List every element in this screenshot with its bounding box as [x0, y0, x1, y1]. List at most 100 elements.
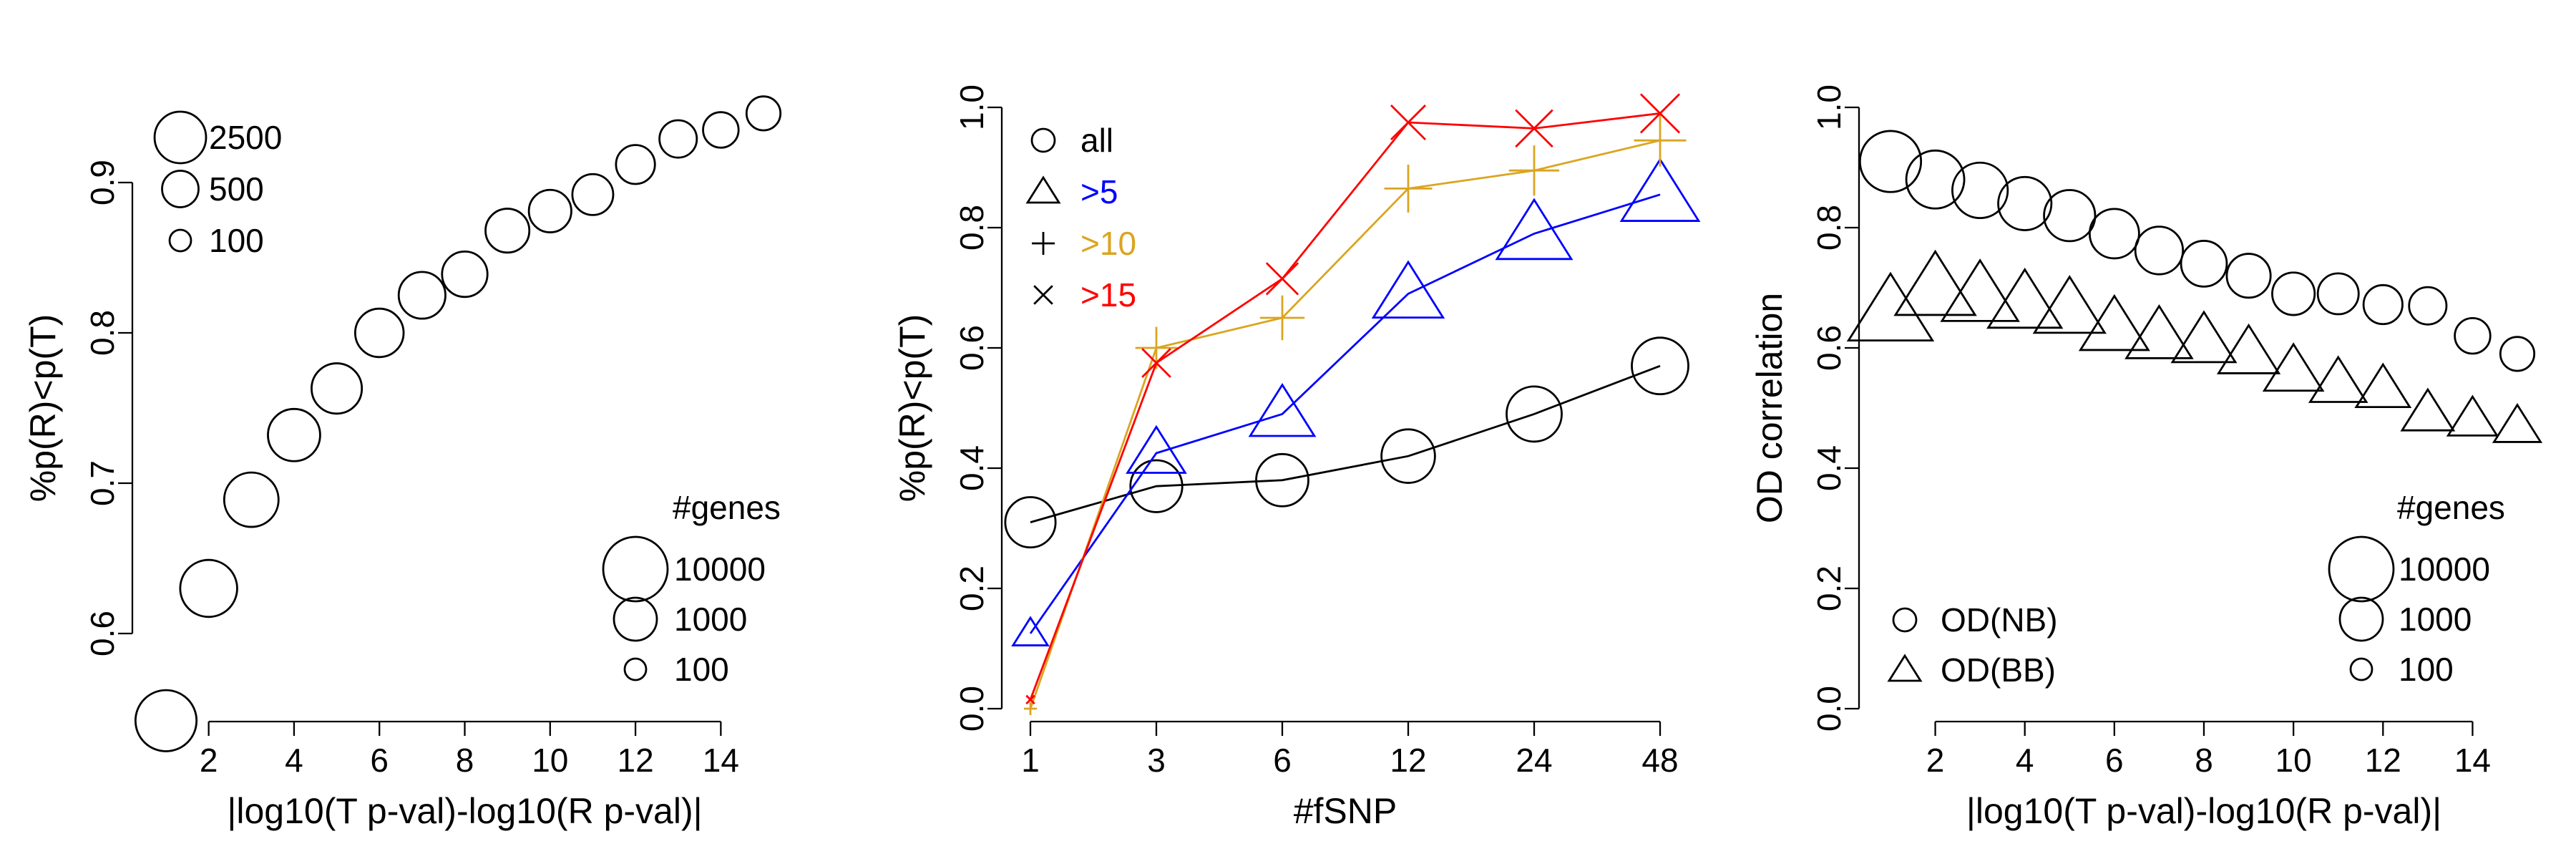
data-point — [1997, 175, 2053, 231]
data-point — [223, 471, 280, 528]
legend-label: 100 — [2399, 651, 2454, 688]
legend-label: 1000 — [674, 601, 747, 638]
panel-3-series-circle-points — [1858, 130, 2536, 372]
data-point — [1639, 93, 1681, 134]
data-point — [2088, 208, 2140, 260]
panel-1-x-tick-label: 12 — [617, 742, 653, 779]
data-point — [2216, 323, 2281, 374]
data-point — [745, 95, 782, 132]
data-point — [1141, 348, 1171, 378]
data-point — [2170, 310, 2238, 364]
data-point — [1951, 161, 2009, 220]
legend-label: 100 — [209, 222, 264, 259]
data-point — [1940, 258, 2020, 322]
data-point — [1508, 145, 1560, 196]
legend-label: 2500 — [209, 119, 282, 156]
data-point — [1023, 702, 1038, 716]
panel-2-x-tick-label: 48 — [1641, 742, 1678, 779]
panel-2-y-tick-label: 0.8 — [953, 205, 990, 251]
series-10-group — [1023, 114, 1687, 716]
panel-3-y-tick-label: 0.0 — [1810, 686, 1848, 732]
panel-1-y-tick-label: 0.8 — [84, 310, 121, 356]
panel-2-x-axis-title: #fSNP — [1294, 791, 1397, 831]
data-point — [441, 250, 489, 299]
panel-1-series-points — [134, 95, 782, 752]
legend-label: >10 — [1080, 225, 1136, 262]
legend-label: all — [1080, 122, 1113, 159]
data-point — [2134, 225, 2185, 276]
panel-1-x-tick-label: 6 — [370, 742, 389, 779]
data-point — [615, 144, 656, 185]
data-point — [2400, 387, 2456, 432]
data-point — [1506, 385, 1563, 443]
data-point — [1515, 109, 1553, 148]
data-point — [2180, 240, 2228, 288]
data-point — [1384, 164, 1433, 213]
panel-2-x-tick-label: 6 — [1273, 742, 1292, 779]
data-point — [1390, 105, 1426, 140]
panel-1-y-tick-label: 0.7 — [84, 460, 121, 506]
panel-3-x-tick-label: 14 — [2454, 742, 2491, 779]
legend-marker — [602, 535, 669, 603]
legend-label: >15 — [1080, 276, 1136, 314]
series-all-group — [1004, 336, 1689, 549]
panel-2-y-tick-label: 0.0 — [953, 686, 990, 732]
panel-2-x-tick-label: 1 — [1021, 742, 1040, 779]
data-point — [179, 558, 238, 618]
series-15-group — [1025, 93, 1681, 705]
panel-1-x-tick-label: 10 — [532, 742, 568, 779]
panel-1-y-tick-label: 0.6 — [84, 611, 121, 656]
panel-1-x-tick-label: 8 — [456, 742, 474, 779]
legend-label: 10000 — [2399, 550, 2490, 588]
data-point — [1858, 130, 1923, 193]
data-point — [1004, 496, 1057, 549]
panel-3-x-tick-label: 4 — [2016, 742, 2034, 779]
panel-3-x-tick-label: 10 — [2275, 742, 2312, 779]
data-point — [2408, 286, 2448, 326]
series-line — [1030, 364, 1661, 523]
legend-marker — [161, 170, 200, 208]
data-point — [2499, 336, 2536, 372]
data-point — [1265, 262, 1299, 296]
panel-2-y-tick-label: 0.6 — [953, 325, 990, 371]
data-point — [1126, 424, 1187, 474]
data-point — [2354, 362, 2412, 409]
legend-marker — [2349, 657, 2373, 681]
data-point — [2308, 355, 2368, 403]
legend-marker — [1033, 285, 1053, 305]
panel-2-y-tick-label: 1.0 — [953, 84, 990, 130]
legend-marker — [1887, 654, 1923, 682]
legend-label: 500 — [209, 170, 264, 208]
panel-1-x-tick-label: 4 — [285, 742, 303, 779]
legend-marker — [168, 228, 192, 253]
data-point — [1129, 459, 1184, 513]
data-point — [2446, 394, 2499, 437]
data-point — [1255, 452, 1309, 508]
panel-3-y-tick-label: 0.4 — [1810, 445, 1848, 491]
panel-2-legend: all >5 >10 >15 — [1025, 122, 1136, 314]
panel-1-y-tick-label: 0.9 — [84, 160, 121, 205]
data-point — [397, 271, 447, 320]
data-point — [267, 407, 321, 462]
legend-marker — [153, 110, 208, 165]
legend-title: #genes — [673, 489, 781, 526]
panel-2-axes: 1 3 6 12 24 48 0.0 0.2 0.4 0.6 0.8 1.0 #fSNP %p(R)<p(… — [892, 84, 1679, 831]
panel-2-x-tick-label: 12 — [1390, 742, 1426, 779]
panel-3-y-axis-title: OD correlation — [1750, 293, 1790, 523]
data-point — [1905, 149, 1966, 210]
panel-3-y-tick-label: 0.2 — [1810, 566, 1848, 611]
panel-3-y-tick-label: 0.8 — [1810, 205, 1848, 251]
panel-1-axes: 2 4 6 8 10 12 14 0.6 0.7 0.8 0.9 |log10(T p-val)-lo… — [23, 160, 739, 831]
data-point — [1259, 295, 1305, 341]
data-point — [1634, 114, 1687, 167]
data-point — [2492, 402, 2543, 443]
panel-3-x-tick-label: 6 — [2105, 742, 2124, 779]
panel-2-x-tick-label: 24 — [1516, 742, 1552, 779]
data-point — [2043, 189, 2097, 243]
panel-3-y-tick-label: 1.0 — [1810, 84, 1848, 130]
data-point — [2032, 275, 2107, 334]
legend-marker — [1892, 607, 1918, 633]
data-point — [1011, 616, 1050, 646]
